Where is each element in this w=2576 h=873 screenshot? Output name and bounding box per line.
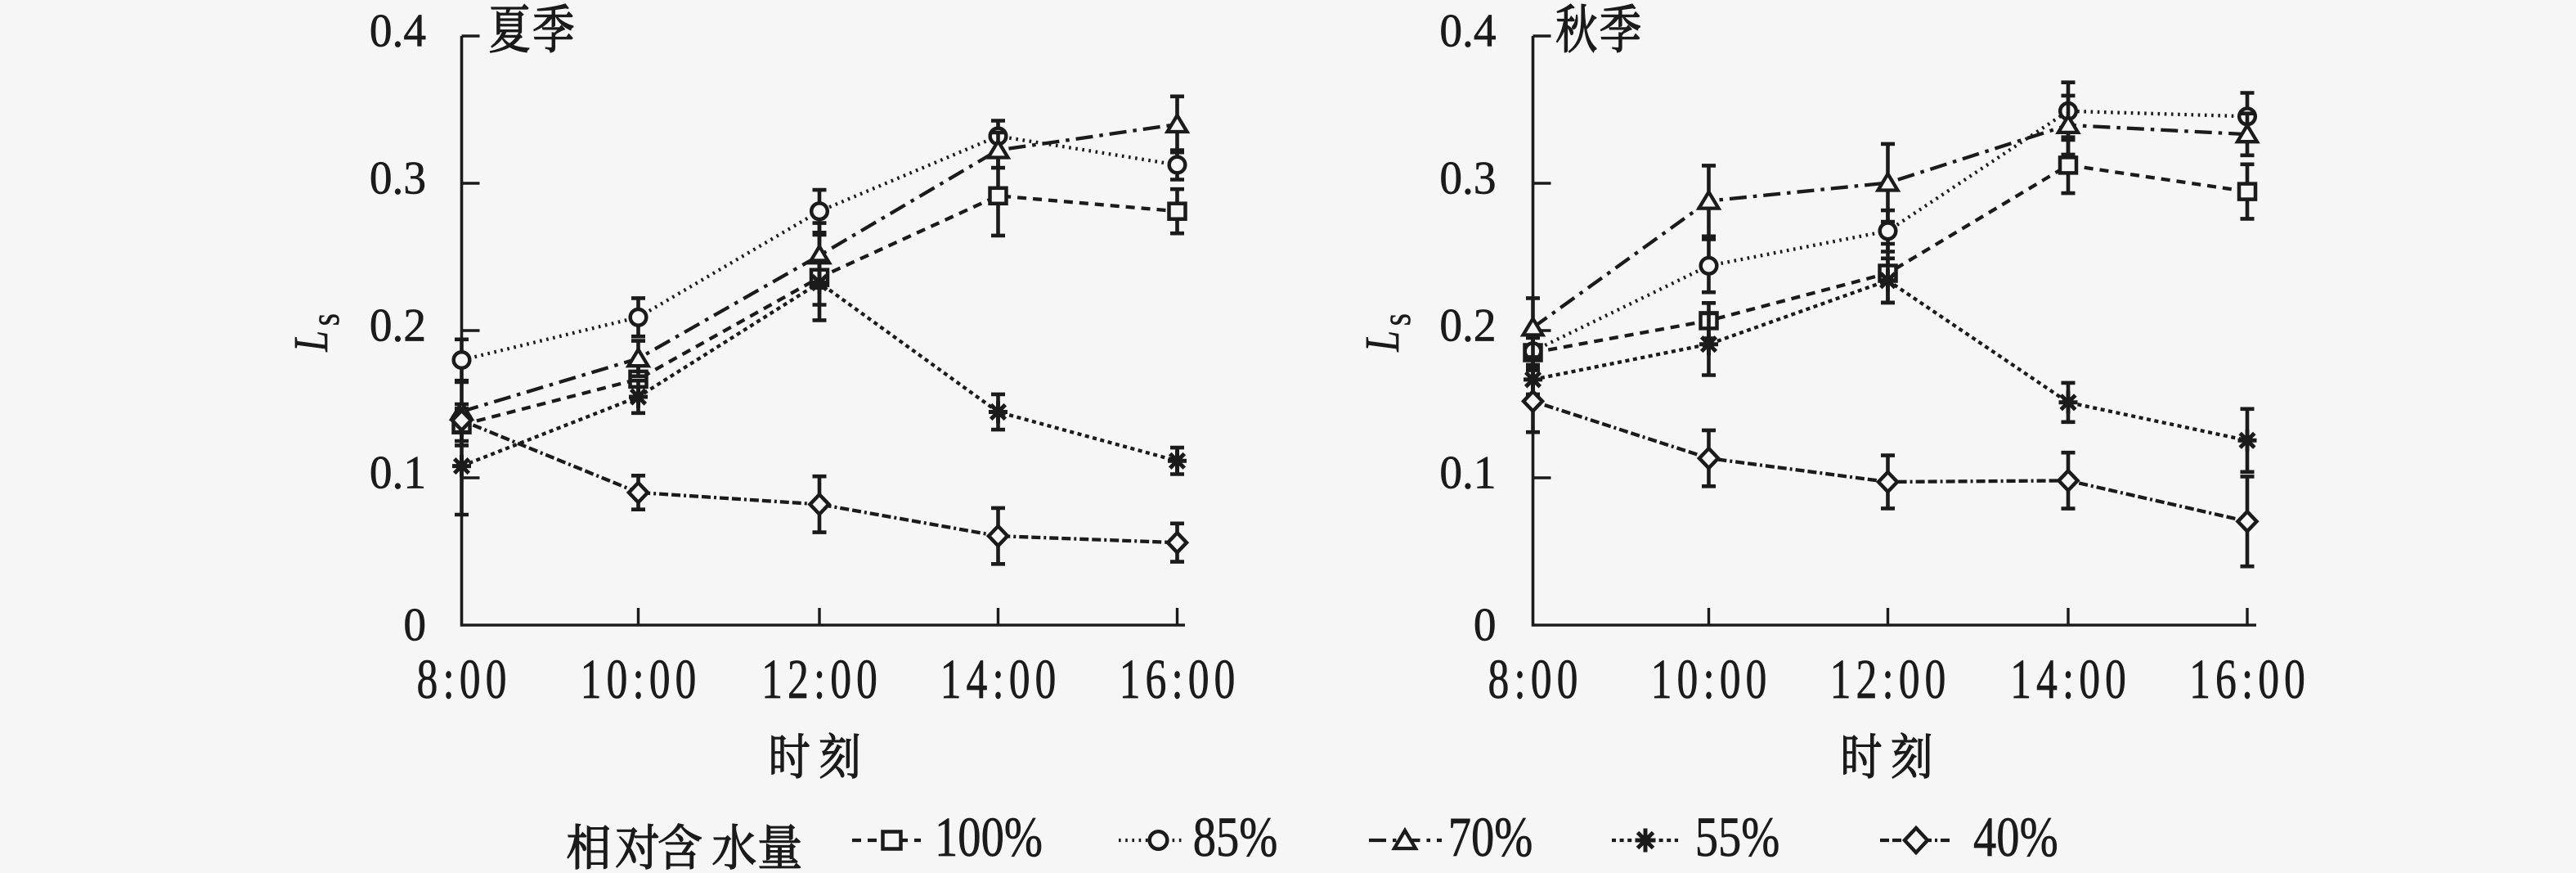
svg-text:16:00: 16:00 xyxy=(1120,649,1241,711)
svg-text:0: 0 xyxy=(1474,600,1497,651)
svg-text:0.2: 0.2 xyxy=(1439,300,1496,352)
svg-text:10:00: 10:00 xyxy=(581,649,702,711)
svg-text:L: L xyxy=(285,331,339,352)
svg-text:40%: 40% xyxy=(1973,806,2058,869)
svg-text:14:00: 14:00 xyxy=(2010,649,2131,711)
svg-text:55%: 55% xyxy=(1695,806,1780,869)
svg-text:0.2: 0.2 xyxy=(370,300,426,352)
svg-text:12:00: 12:00 xyxy=(761,649,882,711)
svg-text:10:00: 10:00 xyxy=(1651,649,1772,711)
svg-text:8:00: 8:00 xyxy=(417,649,512,711)
svg-text:8:00: 8:00 xyxy=(1488,649,1583,711)
svg-text:0.4: 0.4 xyxy=(370,6,426,57)
svg-text:s: s xyxy=(1373,313,1419,326)
svg-text:0.4: 0.4 xyxy=(1439,6,1496,57)
svg-text:16:00: 16:00 xyxy=(2189,649,2310,711)
svg-text:0.3: 0.3 xyxy=(1439,153,1496,205)
svg-text:L: L xyxy=(1357,331,1410,352)
svg-text:14:00: 14:00 xyxy=(940,649,1061,711)
svg-text:0.1: 0.1 xyxy=(370,448,426,499)
svg-text:0.1: 0.1 xyxy=(1439,448,1496,499)
svg-text:s: s xyxy=(302,313,348,326)
svg-text:70%: 70% xyxy=(1448,806,1533,869)
svg-text:0.3: 0.3 xyxy=(370,153,426,205)
svg-text:12:00: 12:00 xyxy=(1830,649,1951,711)
svg-text:100%: 100% xyxy=(935,806,1043,869)
svg-text:0: 0 xyxy=(403,600,426,651)
svg-text:85%: 85% xyxy=(1193,806,1278,869)
